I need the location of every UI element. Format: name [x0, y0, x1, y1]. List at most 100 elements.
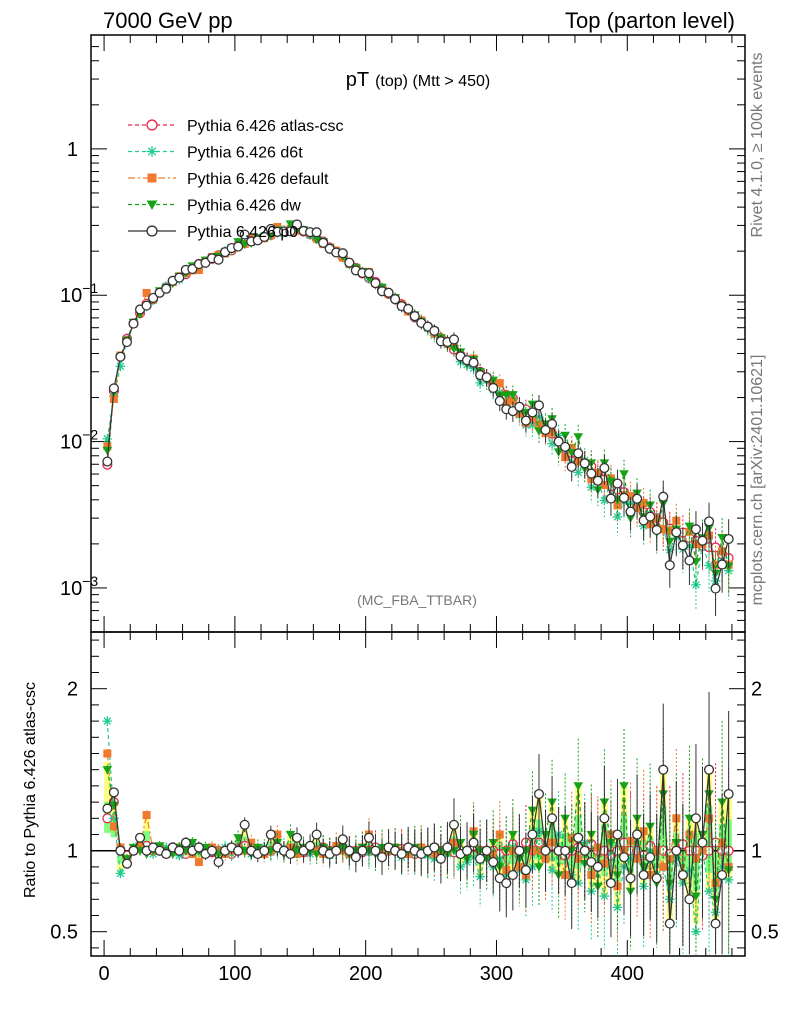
data-point: [684, 555, 695, 566]
ratio-point: [115, 845, 126, 856]
data-point: [690, 524, 701, 535]
data-point: [403, 303, 414, 315]
ratio-point: [213, 856, 224, 868]
data-point: [567, 443, 576, 452]
ratio-point: [102, 803, 113, 814]
band-green: [117, 848, 124, 864]
data-point: [520, 415, 531, 426]
legend-label: Pythia 6.426 atlas-csc: [187, 118, 344, 135]
main-y-tick-label: 10−2: [60, 427, 98, 454]
ratio-point: [573, 832, 584, 843]
data-point: [233, 241, 244, 252]
legend-item: Pythia 6.426 d6t: [128, 145, 303, 162]
data-point: [553, 436, 564, 447]
data-point: [142, 288, 151, 297]
data-point: [337, 248, 348, 259]
series-dw: [102, 220, 734, 601]
plot-title-sub: (top) (Mtt > 450): [375, 73, 490, 90]
ratio-point: [135, 832, 146, 843]
data-point: [115, 351, 126, 362]
x-tick-label: 300: [480, 963, 513, 985]
ratio-point: [161, 848, 172, 859]
ratio-point: [233, 834, 243, 843]
ratio-panel-frame: [90, 631, 746, 957]
ratio-point: [102, 766, 113, 775]
data-point: [599, 462, 610, 474]
data-point: [102, 446, 113, 456]
ratio-point: [527, 829, 538, 840]
main-series-group: [102, 219, 734, 616]
ratio-point: [468, 837, 479, 848]
data-point: [697, 535, 708, 546]
ratio-point: [540, 845, 551, 856]
legend-label: Pythia 6.426 default: [187, 171, 329, 188]
ratio-point: [605, 878, 616, 889]
data-point: [534, 420, 543, 429]
legend-label: Pythia 6.426 d6t: [187, 145, 303, 162]
ratio-point: [136, 841, 145, 850]
ratio-point: [109, 801, 119, 811]
legend-marker: [146, 119, 158, 131]
ratio-series-group: [102, 692, 734, 955]
ratio-point: [193, 842, 204, 853]
data-point: [606, 477, 616, 487]
data-point: [108, 383, 119, 394]
ratio-point: [501, 878, 512, 889]
tick-exponent: −3: [82, 573, 98, 589]
ratio-point: [174, 845, 185, 856]
legend-label: Pythia 6.426 dw: [187, 198, 301, 215]
data-point: [508, 396, 517, 405]
ratio-y-tick-label-left: 1: [67, 841, 78, 863]
legend-label: Pythia 6.426 p0: [187, 224, 298, 241]
ratio-point: [592, 861, 603, 872]
data-point: [259, 231, 270, 243]
ratio-point: [435, 853, 446, 864]
legend-marker: [146, 146, 158, 157]
ratio-point: [547, 813, 558, 824]
data-point: [311, 227, 322, 238]
ratio-point: [331, 845, 342, 856]
data-point: [148, 292, 159, 303]
data-point: [658, 491, 669, 502]
legend: Pythia 6.426 atlas-csc Pythia 6.426 d6t Py…: [128, 118, 344, 241]
data-point: [717, 533, 727, 543]
ratio-point: [638, 869, 649, 881]
tick-base: 10: [60, 578, 82, 600]
data-point: [573, 448, 584, 459]
ratio-point: [128, 845, 139, 856]
ratio-point: [599, 813, 610, 824]
ratio-point: [533, 788, 545, 800]
data-point: [566, 461, 577, 472]
series-line-dw: [106, 223, 730, 574]
x-tick-label: 100: [218, 963, 251, 985]
data-point: [651, 524, 662, 536]
ratio-point: [677, 869, 688, 881]
ratio-point: [311, 829, 322, 840]
data-point: [128, 318, 139, 329]
data-point: [409, 311, 420, 322]
ratio-point: [612, 829, 623, 840]
ratio-point: [305, 840, 316, 851]
ratio-point: [233, 845, 244, 856]
series-p0: [102, 219, 734, 616]
ratio-point: [115, 868, 126, 879]
data-point: [600, 480, 609, 489]
ratio-point: [109, 813, 119, 824]
main-y-tick-label: 10−1: [60, 280, 98, 307]
ratio-point: [429, 842, 440, 853]
data-point: [547, 438, 557, 449]
ratio-point: [659, 862, 668, 871]
data-point: [619, 470, 629, 479]
ratio-point: [285, 830, 296, 840]
data-point: [605, 493, 616, 504]
ratio-point: [508, 830, 518, 840]
x-tick-label: 0: [99, 963, 110, 985]
series-d6t: [102, 224, 734, 611]
ratio-point: [206, 845, 218, 856]
ratio-point: [618, 852, 630, 863]
data-point: [488, 382, 499, 394]
data-point: [363, 268, 375, 279]
main-y-tick-label: 10−3: [60, 573, 98, 600]
legend-item: Pythia 6.426 default: [128, 171, 329, 188]
data-point: [161, 283, 172, 294]
